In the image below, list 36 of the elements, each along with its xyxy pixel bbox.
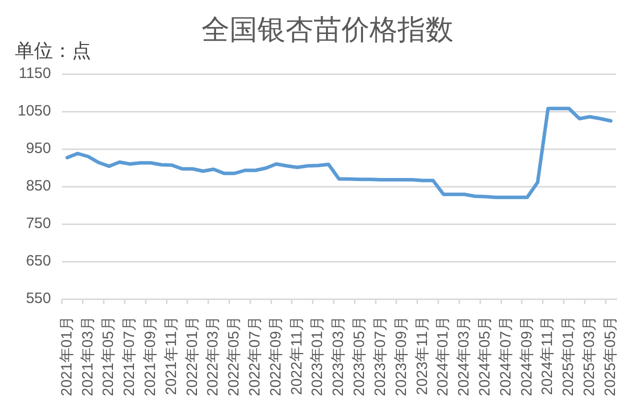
x-tick-label: 2023年01月	[309, 316, 326, 396]
x-tick-label: 2021年07月	[121, 316, 138, 396]
chart-title: 全国银杏苗价格指数	[202, 14, 454, 45]
x-tick-label: 2025年03月	[581, 316, 598, 396]
x-tick-label: 2024年11月	[539, 316, 556, 395]
x-tick-label: 2022年05月	[226, 316, 243, 396]
x-tick-label: 2021年03月	[79, 316, 96, 396]
y-tick-label: 950	[26, 140, 51, 158]
x-tick-label: 2022年09月	[267, 316, 284, 396]
x-tick-label: 2024年01月	[434, 316, 452, 396]
x-tick-label: 2023年05月	[351, 316, 368, 396]
y-axis-title: 单位：点	[15, 41, 91, 63]
y-tick-label: 850	[26, 178, 51, 195]
x-tick-label: 2024年05月	[476, 316, 494, 396]
y-tick-label: 1050	[18, 102, 51, 120]
x-tick-label: 2023年09月	[392, 316, 410, 396]
x-tick-label: 2021年11月	[162, 316, 180, 395]
x-tick-label: 2024年09月	[518, 316, 536, 396]
x-tick-label: 2025年01月	[560, 316, 578, 396]
x-tick-label: 2022年07月	[246, 316, 264, 396]
x-tick-label: 2021年09月	[142, 316, 159, 396]
x-tick-label: 2022年01月	[184, 316, 201, 396]
y-tick-label: 1150	[18, 65, 51, 82]
x-tick-label: 2021年01月	[58, 316, 76, 396]
x-tick-label: 2023年11月	[414, 316, 431, 395]
y-tick-label: 650	[26, 252, 51, 270]
x-tick-label: 2023年03月	[330, 316, 348, 396]
x-tick-label: 2022年03月	[204, 316, 222, 396]
y-tick-label: 550	[26, 290, 51, 308]
x-tick-label: 2024年07月	[497, 316, 514, 396]
y-tick-label: 750	[26, 215, 51, 232]
x-tick-label: 2022年11月	[288, 316, 306, 395]
x-tick-label: 2024年03月	[456, 316, 473, 396]
x-tick-label: 2021年05月	[100, 316, 118, 396]
x-tick-label: 2025年05月	[602, 316, 619, 396]
x-tick-label: 2023年07月	[372, 316, 389, 396]
